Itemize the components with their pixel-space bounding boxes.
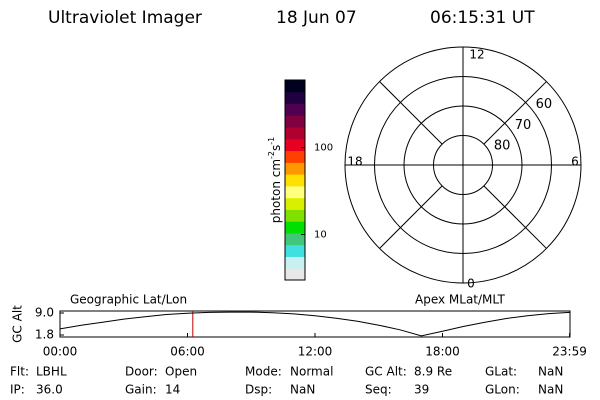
field-value: Normal <box>290 365 333 379</box>
field-label: Seq: <box>365 383 392 397</box>
color-swatch <box>285 174 305 187</box>
diagonal-line <box>379 81 443 145</box>
y-tick-label: 1.8 <box>35 328 54 342</box>
exponent: -2 <box>267 151 276 159</box>
color-swatch <box>285 197 305 210</box>
color-swatch <box>285 91 305 105</box>
color-swatch <box>285 115 305 128</box>
exponent: -1 <box>267 137 276 145</box>
x-tick-label: 12:00 <box>298 345 333 359</box>
color-swatch <box>285 244 305 257</box>
date: 18 Jun 07 <box>276 8 357 28</box>
left-label: Geographic Lat/Lon <box>70 293 187 307</box>
color-swatch <box>285 209 305 222</box>
color-swatch <box>285 103 305 116</box>
x-tick-label: 23:59 <box>552 345 587 359</box>
diagonal-line <box>483 81 547 145</box>
mlt-label: 12 <box>469 48 484 62</box>
field-label: Mode: <box>245 365 282 379</box>
colorbar-frame <box>284 79 306 281</box>
x-tick-label: 06:00 <box>170 345 205 359</box>
color-swatch <box>285 162 305 175</box>
field-value: Open <box>165 365 197 379</box>
ring-label: 70 <box>515 118 532 133</box>
field-value: NaN <box>538 365 563 379</box>
diagonal-line <box>483 185 547 249</box>
field-value: 39 <box>414 383 429 397</box>
field-value: 36.0 <box>36 383 63 397</box>
color-swatch <box>285 80 305 93</box>
color-swatch <box>285 185 305 199</box>
color-swatch <box>285 138 305 152</box>
field-label: GLon: <box>485 383 520 397</box>
time: 06:15:31 UT <box>430 8 535 28</box>
ring-label: 60 <box>536 97 553 112</box>
x-tick-label: 00:00 <box>43 345 78 359</box>
right-label: Apex MLat/MLT <box>415 293 505 307</box>
field-label: GLat: <box>485 365 517 379</box>
x-tick-label: 18:00 <box>425 345 460 359</box>
field-label: Dsp: <box>245 383 272 397</box>
ring-label: 80 <box>494 139 511 154</box>
altitude-line <box>59 311 570 337</box>
color-swatch <box>285 232 305 246</box>
field-value: 8.9 Re <box>414 365 452 379</box>
color-swatch <box>285 256 305 269</box>
field-label: Flt: <box>10 365 29 379</box>
diagonal-line <box>379 185 443 249</box>
field-value: NaN <box>290 383 315 397</box>
mlt-label: 18 <box>347 155 362 169</box>
y-axis-label: GC Alt <box>11 305 25 343</box>
field-value: LBHL <box>36 365 67 379</box>
field-label: GC Alt: <box>365 365 407 379</box>
colorbar-tick-label: 100 <box>314 143 333 154</box>
field-label: IP: <box>10 383 25 397</box>
field-label: Gain: <box>125 383 157 397</box>
color-swatch <box>285 268 305 281</box>
mlt-label: 6 <box>571 155 579 169</box>
color-swatch <box>285 127 305 140</box>
mlt-label: 0 <box>467 277 475 291</box>
unit: s <box>269 145 283 151</box>
color-swatch <box>285 150 305 163</box>
colorbar-label: photon cm-2s-1 <box>267 137 283 224</box>
field-label: Door: <box>125 365 158 379</box>
title: Ultraviolet Imager <box>48 8 202 28</box>
unit: photon cm <box>269 159 283 223</box>
y-tick-label: 9.0 <box>35 305 54 319</box>
color-swatch <box>285 221 305 234</box>
field-value: 14 <box>165 383 180 397</box>
colorbar-tick-label: 10 <box>314 230 327 241</box>
field-value: NaN <box>538 383 563 397</box>
